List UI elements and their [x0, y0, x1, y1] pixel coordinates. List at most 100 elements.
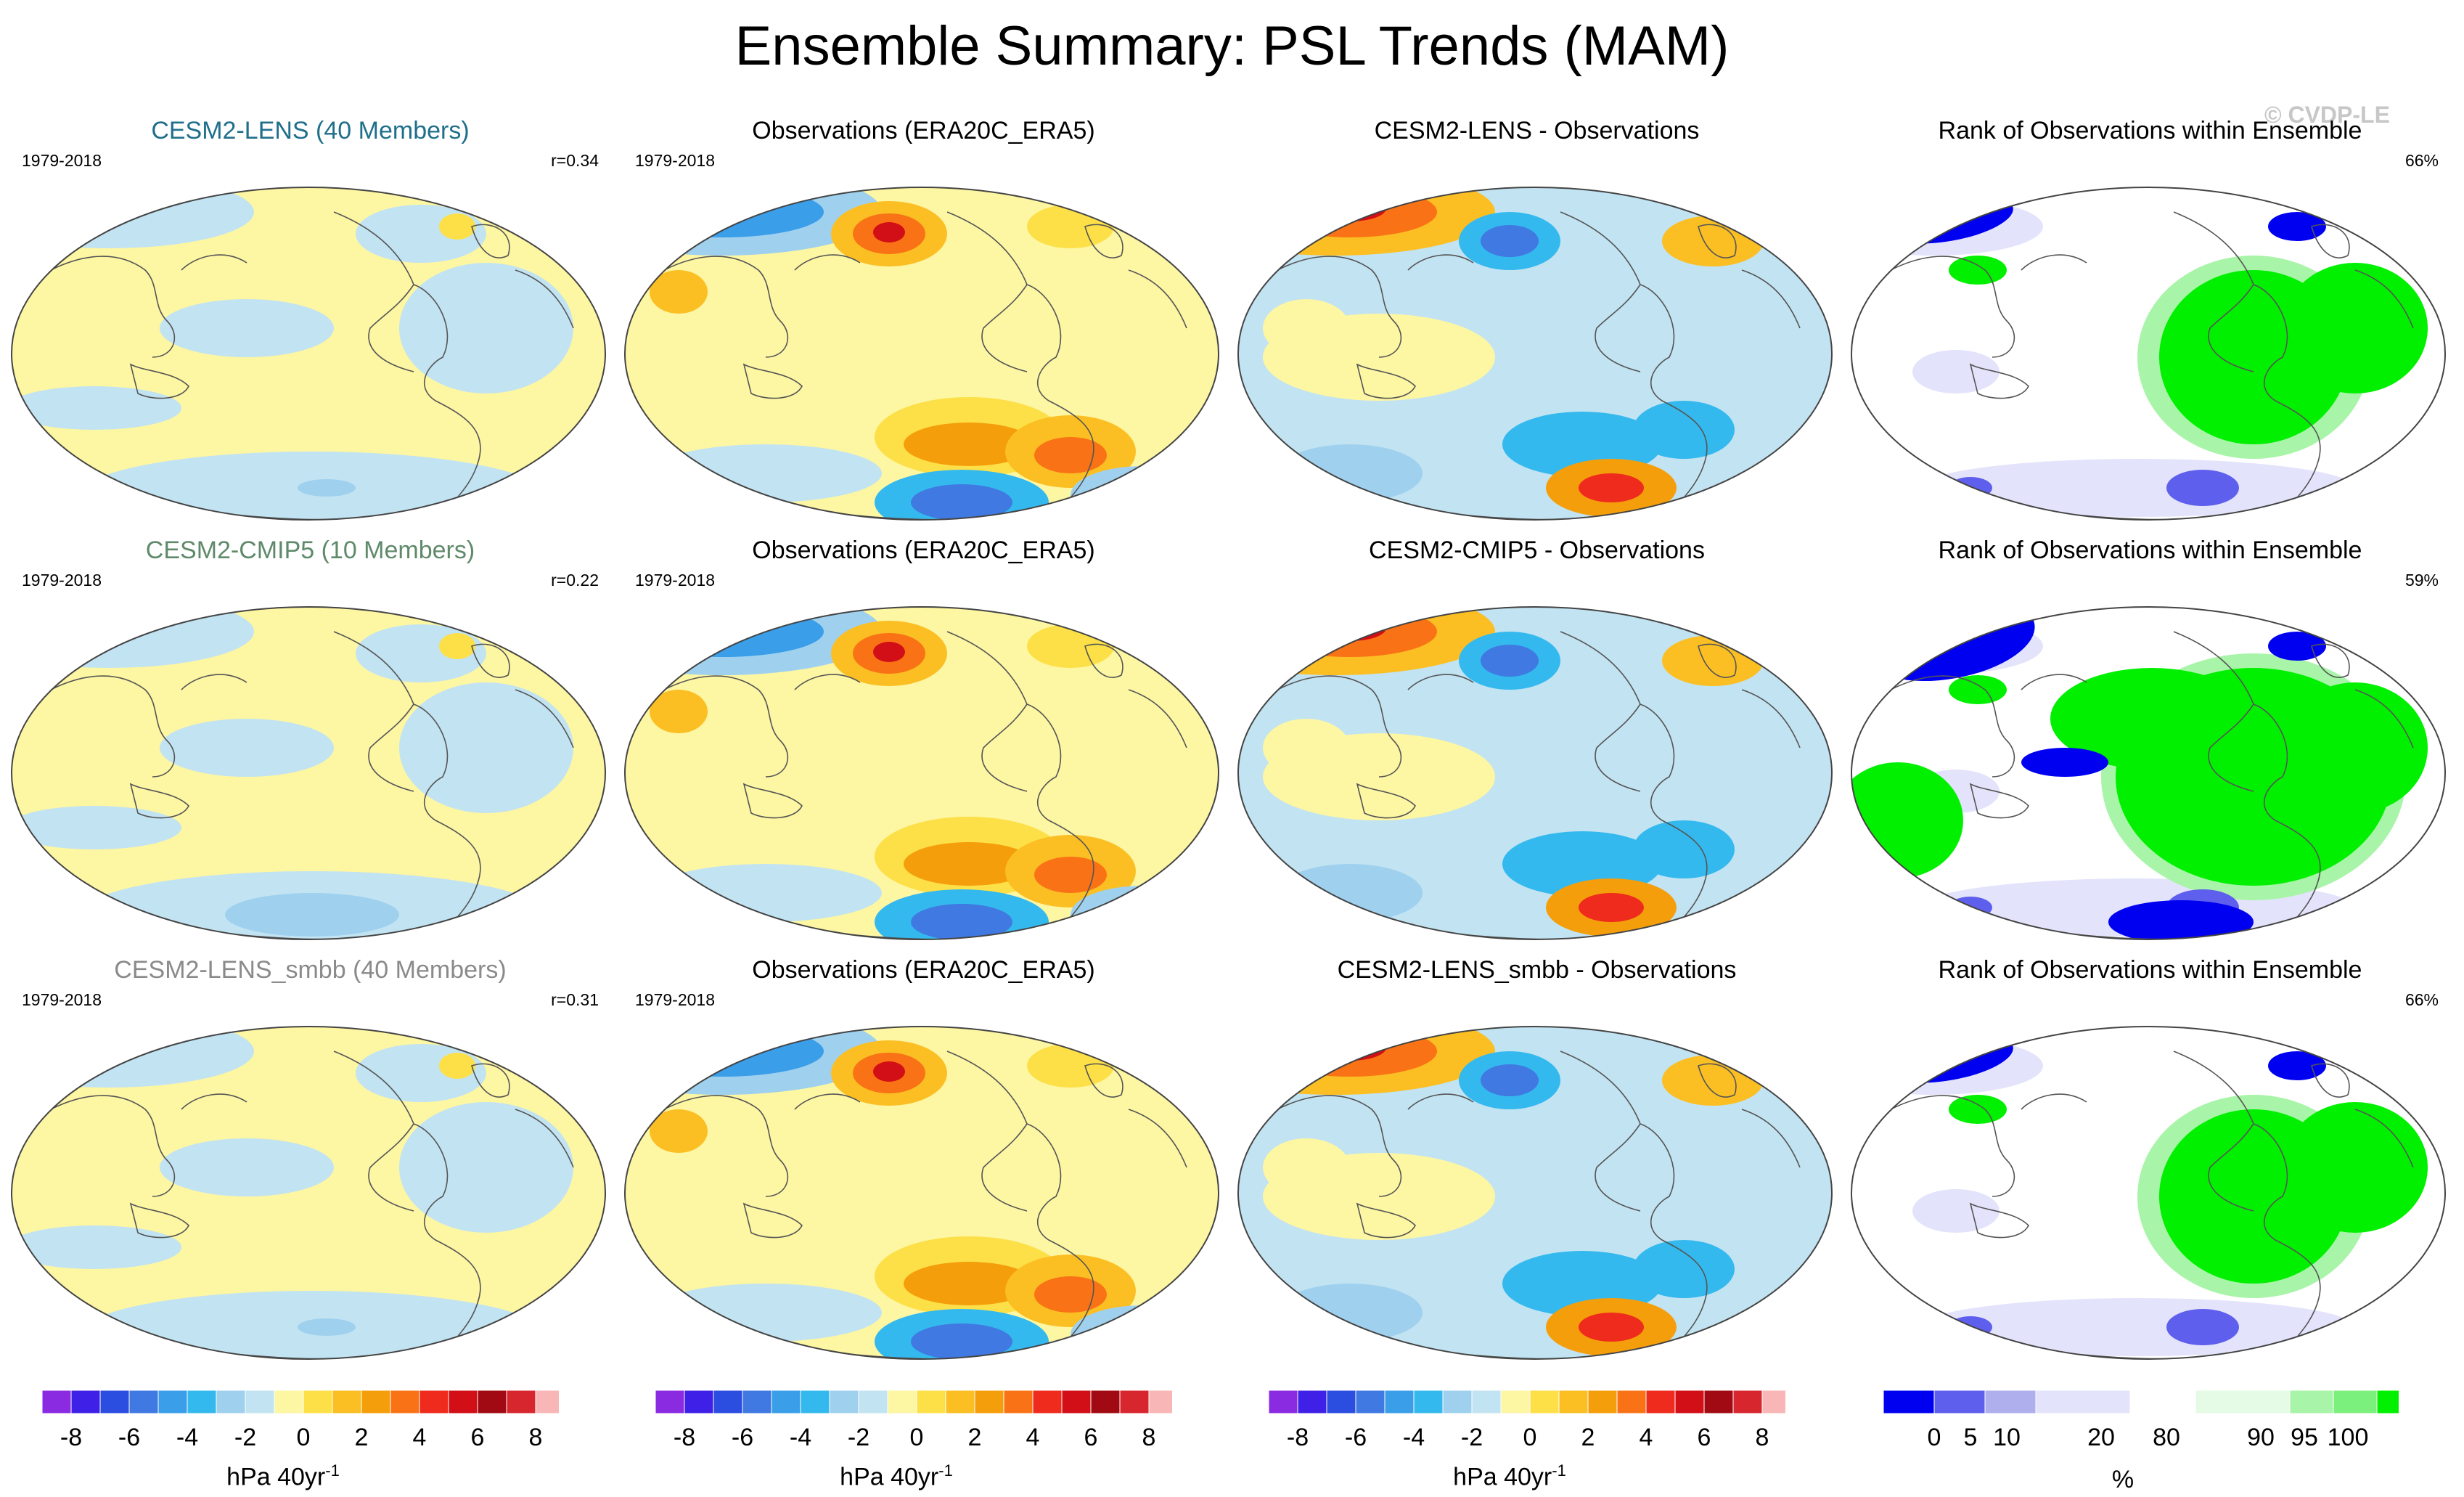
colorbar-box — [1268, 1390, 1298, 1414]
colorbar-box — [477, 1390, 507, 1414]
colorbar-tick-label: 20 — [2087, 1424, 2115, 1451]
colorbar-tick-label: 2 — [968, 1424, 982, 1451]
colorbar-tick-label: 80 — [2153, 1424, 2180, 1451]
colorbar-box — [713, 1390, 743, 1414]
rank-colorbar: 0 5 10 20 80 90 95 100% — [1847, 1390, 2399, 1493]
pattern-correlation-label: r=0.31 — [551, 990, 599, 1009]
colorbar-box — [1645, 1390, 1676, 1414]
colorbar-tick-label: 4 — [413, 1424, 427, 1451]
diff-map — [1237, 187, 1833, 521]
period-label: 1979-2018 — [635, 151, 715, 170]
panel-title-diff: CESM2-LENS_smbb - Observations — [1337, 956, 1737, 984]
colorbar-box — [41, 1390, 72, 1414]
colorbar-box — [390, 1390, 420, 1414]
trend-colorbar-3: -8 -6 -4 -2 0 2 4 6 8 hPa 40yr-1 — [1234, 1390, 1785, 1492]
colorbar-box — [1984, 1390, 2037, 1414]
colorbar-tick-label: 4 — [1640, 1424, 1653, 1451]
colorbar-tick-label: 100 — [2328, 1424, 2369, 1451]
colorbar-box — [2289, 1390, 2334, 1414]
colorbar-box — [419, 1390, 449, 1414]
colorbar-tick-label: 6 — [1698, 1424, 1711, 1451]
unit-text: hPa 40yr — [840, 1463, 939, 1491]
colorbar-tick-label: 95 — [2291, 1424, 2318, 1451]
period-label: 1979-2018 — [22, 990, 102, 1009]
colorbar-tick-label: 6 — [471, 1424, 485, 1451]
diff-map — [1237, 606, 1833, 940]
colorbar-box — [974, 1390, 1004, 1414]
colorbar-tick-label: 0 — [910, 1424, 924, 1451]
colorbar-box — [945, 1390, 975, 1414]
colorbar-tick-label: -6 — [1345, 1424, 1367, 1451]
colorbar-tick-label: 10 — [1993, 1424, 2021, 1451]
colorbar-box — [1061, 1390, 1092, 1414]
panel-title-rank: Rank of Observations within Ensemble — [1938, 537, 2362, 564]
colorbar-box — [70, 1390, 101, 1414]
panel-model-row2: CESM2-CMIP5 (10 Members) 1979-2018 r=0.22 — [7, 536, 613, 942]
model-map — [11, 606, 606, 940]
panel-diff-row1: CESM2-LENS - Observations — [1234, 116, 1840, 523]
colorbar-box — [1442, 1390, 1473, 1414]
pattern-correlation-label: r=0.34 — [551, 151, 599, 170]
colorbar-tick-label: -8 — [1287, 1424, 1309, 1451]
panel-title-obs: Observations (ERA20C_ERA5) — [752, 537, 1095, 564]
colorbar-box — [535, 1390, 559, 1414]
panel-obs-row1: Observations (ERA20C_ERA5) 1979-2018 — [621, 116, 1227, 523]
period-label: 1979-2018 — [635, 990, 715, 1009]
panel-title-model: CESM2-CMIP5 (10 Members) — [145, 537, 475, 564]
panel-title-diff: CESM2-LENS - Observations — [1374, 117, 1700, 144]
colorbar-box — [1384, 1390, 1415, 1414]
obs-map — [624, 1026, 1219, 1360]
colorbar-box — [829, 1390, 859, 1414]
colorbar-box — [655, 1390, 685, 1414]
panel-rank-row3: Rank of Observations within Ensemble 66% — [1847, 955, 2453, 1362]
colorbar-tick-label: -4 — [176, 1424, 198, 1451]
colorbar-box — [2333, 1390, 2378, 1414]
panel-model-row1: CESM2-LENS (40 Members) 1979-2018 r=0.34 — [7, 116, 613, 523]
panel-obs-row2: Observations (ERA20C_ERA5) 1979-2018 — [621, 536, 1227, 942]
colorbar-box — [1674, 1390, 1705, 1414]
unit-exponent: -1 — [1552, 1461, 1566, 1480]
colorbar-boxes: -8 -6 -4 -2 0 2 4 6 8 — [655, 1390, 1172, 1451]
colorbar-box — [771, 1390, 801, 1414]
rank-map — [1851, 1026, 2446, 1360]
panel-title-model: CESM2-LENS (40 Members) — [151, 117, 470, 144]
panel-title-rank: Rank of Observations within Ensemble — [1938, 117, 2362, 144]
colorbar-tick-label: 5 — [1964, 1424, 1978, 1451]
colorbar-box — [187, 1390, 217, 1414]
colorbar-box — [1119, 1390, 1150, 1414]
colorbar-box — [1500, 1390, 1531, 1414]
colorbar-tick-label: -2 — [234, 1424, 256, 1451]
colorbar-box — [1703, 1390, 1734, 1414]
colorbar-box — [1326, 1390, 1356, 1414]
model-map — [11, 1026, 606, 1360]
model-map — [11, 187, 606, 521]
colorbar-box — [1090, 1390, 1121, 1414]
colorbar-box — [245, 1390, 275, 1414]
colorbar-box — [332, 1390, 362, 1414]
colorbar-box — [684, 1390, 714, 1414]
period-label: 1979-2018 — [22, 571, 102, 590]
colorbar-box — [1761, 1390, 1785, 1414]
colorbar-box — [303, 1390, 333, 1414]
unit-exponent: -1 — [325, 1461, 340, 1480]
colorbar-box — [1148, 1390, 1172, 1414]
figure-title: Ensemble Summary: PSL Trends (MAM) — [734, 15, 1730, 77]
colorbar-box — [1003, 1390, 1034, 1414]
panel-title-obs: Observations (ERA20C_ERA5) — [752, 117, 1095, 144]
watermark: © CVDP-LE — [2264, 102, 2390, 128]
colorbar-tick-label: 0 — [297, 1424, 311, 1451]
colorbar-tick-label: 0 — [1928, 1424, 1941, 1451]
unit-text: hPa 40yr — [226, 1463, 326, 1491]
colorbar-tick-label: 2 — [355, 1424, 369, 1451]
colorbar-box — [1297, 1390, 1327, 1414]
colorbar-box — [216, 1390, 246, 1414]
colorbar-unit: hPa 40yr-1 — [1234, 1461, 1785, 1491]
colorbar-tick-label: 4 — [1026, 1424, 1040, 1451]
colorbar-box — [887, 1390, 917, 1414]
colorbar-box — [1732, 1390, 1763, 1414]
obs-map — [624, 187, 1219, 521]
colorbar-box — [2129, 1390, 2196, 1414]
colorbar-tick-label: -4 — [1403, 1424, 1425, 1451]
colorbar-tick-label: 8 — [1142, 1424, 1156, 1451]
colorbar-box — [1558, 1390, 1589, 1414]
